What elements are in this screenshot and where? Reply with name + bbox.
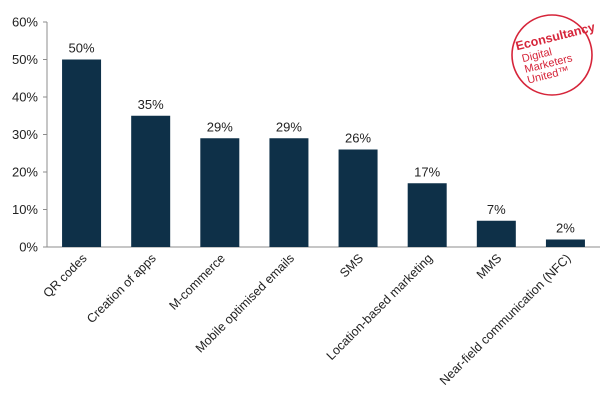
bar — [131, 115, 171, 247]
bar-value-label: 29% — [276, 119, 302, 134]
bar-value-label: 17% — [414, 164, 440, 179]
category-label: Creation of apps — [84, 251, 159, 326]
bar-value-label: 29% — [207, 119, 233, 134]
y-tick-label: 40% — [12, 90, 38, 105]
bar — [545, 239, 585, 247]
y-tick-label: 10% — [12, 202, 38, 217]
category-label: M-commerce — [166, 251, 227, 312]
y-tick-label: 0% — [19, 240, 38, 255]
y-tick-label: 60% — [12, 15, 38, 30]
bar — [338, 149, 378, 247]
bar-value-label: 35% — [138, 97, 164, 112]
bar — [62, 59, 102, 247]
category-label: QR codes — [40, 251, 89, 300]
category-label: Near-field communication (NFC) — [437, 251, 574, 388]
bar — [476, 220, 516, 247]
econsultancy-logo: Econsultancy Digital Marketers United™ — [511, 14, 596, 96]
bars — [62, 59, 585, 247]
bar — [407, 183, 447, 247]
bar-value-label: 2% — [556, 221, 575, 236]
logo-circle — [511, 14, 593, 96]
bar-value-label: 50% — [69, 41, 95, 56]
y-axis-ticks: 0% 10% 20% 30% 40% 50% 60% — [12, 15, 47, 255]
bar-value-label: 26% — [345, 131, 371, 146]
category-label: SMS — [337, 251, 366, 280]
bar-value-label: 7% — [487, 202, 506, 217]
y-tick-label: 30% — [12, 127, 38, 142]
bar — [269, 138, 309, 247]
y-tick-label: 50% — [12, 52, 38, 67]
category-label: MMS — [474, 251, 505, 282]
data-labels: 50% 35% 29% 29% 26% 17% 7% 2% — [69, 41, 576, 236]
y-tick-label: 20% — [12, 165, 38, 180]
bar — [200, 138, 240, 247]
